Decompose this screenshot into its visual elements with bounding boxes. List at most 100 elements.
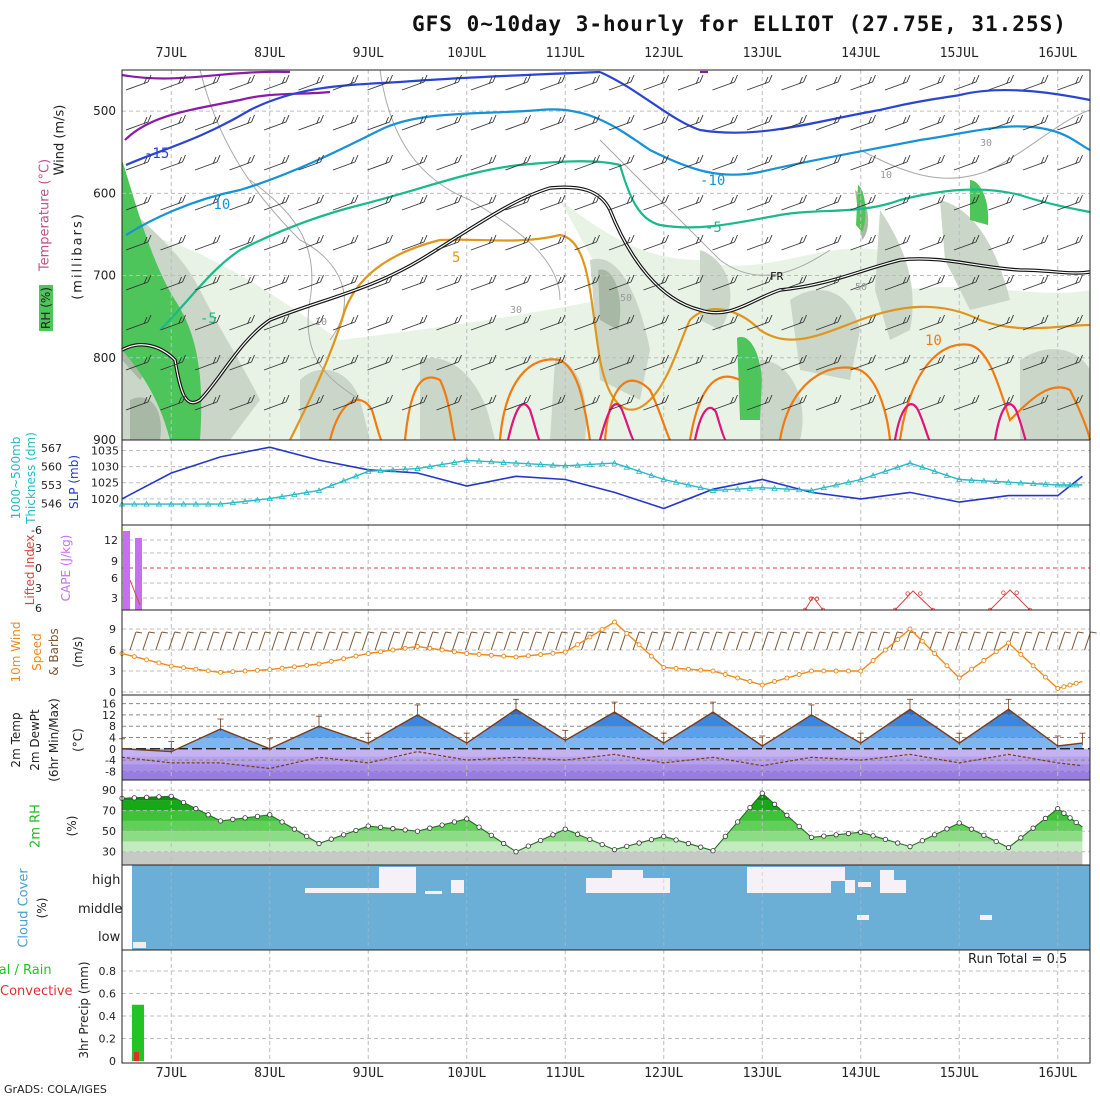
wind-barb — [229, 274, 255, 291]
wind-speed-marker — [550, 650, 556, 656]
wind-barb-feather — [734, 394, 738, 403]
wind-unit: (m/s) — [71, 636, 85, 668]
wind-speed-marker — [131, 654, 137, 660]
wind-barb — [505, 234, 531, 251]
wind-barb-feather — [661, 356, 665, 365]
wind-barb-feather — [389, 194, 393, 203]
wind-barb-feather — [1044, 194, 1049, 203]
wind-speed-marker — [969, 666, 975, 672]
thickness-marker — [857, 476, 864, 482]
wind-barb-10m-feather — [484, 631, 491, 634]
wind-barb-feather — [730, 196, 734, 205]
top-date-label: 11JUL — [545, 46, 585, 61]
wind-barb-10m-feather — [613, 631, 620, 634]
wind-barb-feather — [182, 354, 186, 363]
wind-barb-feather — [178, 76, 182, 85]
wind-barb — [574, 154, 600, 171]
wind-barb-feather — [147, 354, 152, 363]
wind-speed-marker — [747, 679, 753, 684]
wind-barb-10m-feather — [935, 631, 942, 634]
wind-barb — [1022, 234, 1049, 251]
wind-barb-feather — [1010, 314, 1014, 323]
wind-barb-feather — [212, 76, 217, 85]
wind-barb-feather — [1010, 354, 1014, 363]
wind-barb — [125, 194, 152, 211]
wind-barb-feather — [281, 396, 286, 405]
wind-barb — [988, 114, 1014, 131]
wind-barb-feather — [665, 314, 669, 323]
isotherm-orange — [289, 233, 1091, 441]
wind-barb-10m-feather — [974, 631, 981, 634]
wind-barb-feather — [350, 276, 355, 285]
wind-barb-feather — [423, 274, 428, 283]
wind-barb-feather — [906, 274, 911, 283]
wind-barb — [1022, 154, 1049, 171]
wind-barb — [1057, 114, 1083, 131]
wind-barb-feather — [454, 196, 458, 205]
wind-barb-feather — [285, 74, 290, 83]
wind-barb-feather — [803, 354, 807, 363]
rh-panel: 90 70 50 30 — [102, 779, 1091, 866]
wind-barb — [332, 394, 359, 411]
wind-speed-marker — [525, 653, 531, 659]
wind-barb — [332, 314, 359, 331]
wind-speed-marker — [772, 679, 778, 684]
wind-barb-feather — [937, 116, 941, 125]
wind-barb-feather — [527, 274, 531, 283]
wind-barb-feather — [147, 194, 152, 203]
wind-barb-feather — [941, 314, 945, 323]
wind-barb-10m — [787, 631, 795, 651]
wind-label-3: & Barbs — [47, 628, 61, 676]
wind-barb-10m — [529, 631, 537, 651]
wind-barb-feather — [1075, 156, 1079, 165]
rh-marker — [821, 833, 827, 839]
wind-barb-feather — [143, 276, 148, 285]
wind-barb-feather — [488, 316, 493, 325]
wind-barb-feather — [626, 236, 631, 245]
wind-barb-feather — [1044, 74, 1049, 83]
wind-barb-feather — [385, 356, 389, 365]
wind-barb-feather — [695, 116, 700, 125]
thickness-marker — [759, 484, 766, 491]
wind-speed-marker — [587, 634, 593, 640]
cloud-clear-patch — [643, 878, 670, 893]
wind-barb — [850, 234, 876, 251]
wind-barb-feather — [247, 156, 251, 165]
wind-barb-feather — [1010, 114, 1014, 123]
top-date-label: 7JUL — [155, 46, 187, 61]
wind-barb-10m — [955, 631, 963, 651]
wind-barb-10m — [477, 631, 485, 651]
wind-speed-marker — [599, 627, 605, 632]
isotherm-purple-2 — [124, 90, 331, 141]
wind-barb-feather — [419, 196, 424, 205]
wind-barb — [712, 194, 738, 211]
wind-barb-feather — [320, 234, 324, 243]
li-ytick: 0 — [35, 562, 42, 575]
wind-barb-10m — [1019, 631, 1027, 651]
rh-marker — [193, 806, 199, 812]
wind-barb — [677, 394, 704, 411]
wind-barb — [781, 394, 807, 411]
wind-barb-feather — [523, 236, 527, 245]
wind-barb-feather — [902, 356, 907, 365]
wind-barb-feather — [734, 314, 738, 323]
cloud-unit: (%) — [35, 897, 49, 919]
wind-speed-marker — [993, 649, 999, 655]
slp-ytick-right: 1035 — [91, 444, 119, 457]
wind-barb-10m — [1006, 631, 1014, 651]
wind-barb-feather — [665, 394, 669, 403]
wind-barb-feather — [350, 236, 355, 245]
contour-label: 50 — [620, 293, 632, 304]
wind-barb-10m — [426, 631, 434, 651]
rh-marker — [710, 848, 716, 854]
thickness-marker — [525, 460, 532, 467]
temp-ytick: 4 — [109, 732, 116, 745]
wind-barb — [781, 154, 807, 171]
wind-speed-marker — [538, 652, 544, 657]
wind-barb-10m-feather — [200, 631, 207, 634]
wind-barb-10m-feather — [522, 631, 530, 634]
dewpoint-line — [121, 750, 1083, 770]
wind-barb-feather — [941, 74, 945, 83]
wind-speed-marker — [612, 619, 617, 625]
wind-barb-10m-feather — [368, 631, 375, 634]
